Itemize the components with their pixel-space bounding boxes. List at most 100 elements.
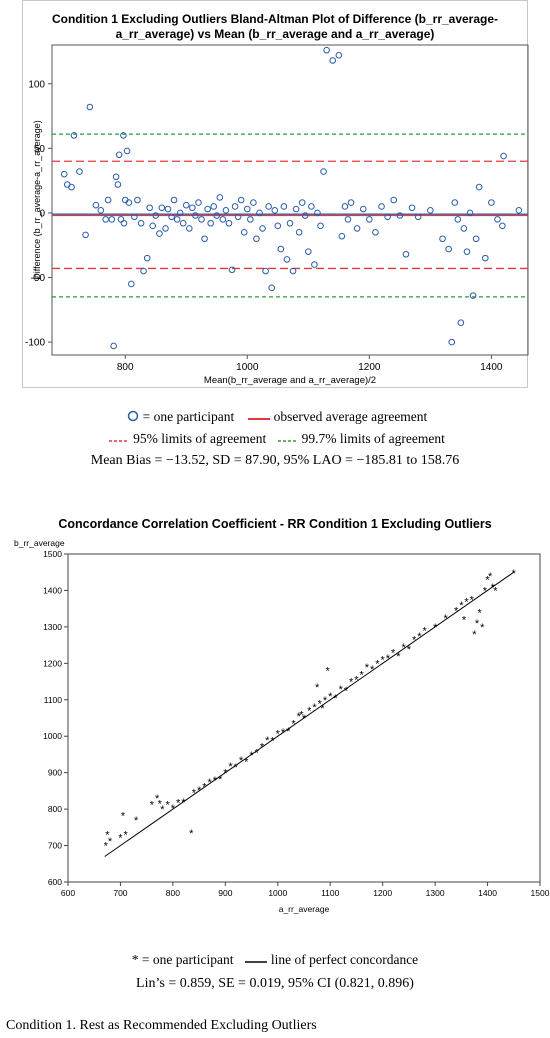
data-point: * (472, 629, 477, 641)
data-point: * (512, 568, 517, 580)
data-point (301, 212, 309, 219)
data-point (102, 216, 110, 223)
data-point (228, 266, 236, 274)
data-point (128, 280, 135, 288)
data-point: * (281, 727, 286, 739)
data-point: * (171, 803, 176, 815)
y-tick-label: -100 (25, 338, 45, 349)
data-point (158, 204, 166, 212)
circle-marker-icon (127, 410, 139, 426)
y-axis-label: b_rr_average (14, 538, 65, 548)
y-tick-label: 1200 (43, 658, 62, 668)
data-point (253, 235, 260, 243)
data-point (60, 170, 68, 178)
data-point: * (391, 647, 396, 659)
x-tick-label: 1400 (478, 888, 497, 898)
bland-altman-stats: Mean Bias = −13.52, SD = 87.90, 95% LAO … (90, 453, 460, 468)
bland-altman-panel (22, 0, 528, 388)
data-point (120, 132, 127, 139)
data-point: * (218, 774, 223, 786)
data-point: * (228, 761, 233, 773)
data-point: * (333, 693, 338, 705)
data-point: * (312, 702, 317, 714)
data-point (162, 225, 169, 232)
data-point: * (375, 658, 380, 670)
data-point: * (386, 653, 391, 665)
data-point: * (197, 785, 202, 797)
concordance-stats: Lin’s = 0.859, SE = 0.019, 95% CI (0.821… (136, 976, 414, 991)
data-point (137, 219, 145, 227)
x-tick-label: 700 (113, 888, 127, 898)
data-point: * (160, 804, 165, 816)
data-point (457, 319, 465, 327)
data-point: * (150, 800, 155, 812)
data-point: * (124, 830, 129, 842)
data-point (472, 235, 480, 243)
x-tick-label: 1400 (480, 362, 503, 373)
data-point: * (488, 571, 493, 583)
data-point (475, 183, 483, 191)
data-point: * (396, 651, 401, 663)
data-point (182, 201, 190, 209)
bland-altman-title: Condition 1 Excluding Outliers Bland-Alt… (51, 12, 499, 41)
data-point (402, 250, 410, 258)
data-point: * (325, 666, 330, 678)
data-point (366, 216, 373, 223)
data-point (112, 173, 120, 181)
x-axis-label: a_rr_average (279, 904, 330, 914)
data-point: * (493, 585, 498, 597)
data-point: * (189, 828, 194, 840)
data-point (311, 261, 318, 268)
data-point: * (105, 830, 110, 842)
data-point (305, 248, 312, 255)
data-point: * (339, 684, 344, 696)
data-point: * (207, 777, 212, 789)
data-point: * (121, 811, 126, 823)
bland-altman-plot: -100 -50 0 50 100 800 1000 1200 1400 Mean(b_rr_av… (25, 44, 529, 386)
data-point: * (365, 662, 370, 674)
y-tick-label: 600 (48, 877, 62, 887)
data-point (216, 194, 224, 201)
data-point (219, 216, 227, 223)
data-point (265, 203, 272, 210)
legend-observed-label: observed average agreement (273, 409, 428, 424)
data-point: * (255, 748, 260, 760)
data-point (134, 196, 141, 204)
data-point (262, 267, 269, 275)
data-point: * (315, 682, 320, 694)
y-tick-label: 1500 (43, 549, 62, 559)
data-point (451, 199, 459, 206)
data-point (213, 212, 221, 219)
y-tick-label: 50 (34, 144, 46, 155)
data-point: * (464, 596, 469, 608)
data-point (314, 209, 321, 217)
data-point: * (299, 709, 304, 721)
plot-frame (67, 553, 541, 883)
x-tick-label: 800 (117, 362, 134, 373)
y-tick-label: 900 (48, 768, 62, 778)
data-point: * (349, 677, 354, 689)
data-point (140, 267, 147, 275)
data-point (396, 212, 404, 219)
data-point: * (433, 622, 438, 634)
data-point: * (192, 788, 197, 800)
y-axis-label: Difference (b_rr_average-a_rr_average) (32, 120, 42, 279)
data-point: * (323, 695, 328, 707)
data-point (344, 216, 352, 223)
data-point: * (402, 642, 407, 654)
data-point: * (234, 762, 239, 774)
data-point (156, 230, 163, 237)
data-point: * (491, 582, 496, 594)
x-tick-label: 900 (218, 888, 232, 898)
data-point (189, 204, 196, 212)
data-point (104, 196, 112, 204)
data-point (466, 209, 474, 217)
data-point (240, 228, 248, 236)
data-point (414, 213, 422, 221)
legend-star-label: * = one participant (131, 952, 234, 967)
data-point (201, 235, 208, 243)
data-point: * (239, 755, 244, 767)
data-point: * (176, 798, 181, 810)
data-point: * (276, 728, 281, 740)
plot-frame (51, 44, 529, 356)
